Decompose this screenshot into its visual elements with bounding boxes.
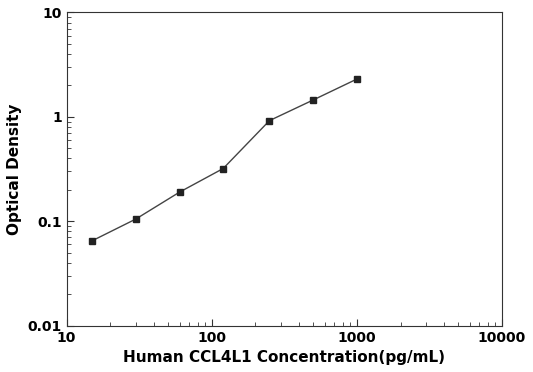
Y-axis label: Optical Density: Optical Density: [7, 103, 22, 235]
X-axis label: Human CCL4L1 Concentration(pg/mL): Human CCL4L1 Concentration(pg/mL): [123, 350, 445, 365]
